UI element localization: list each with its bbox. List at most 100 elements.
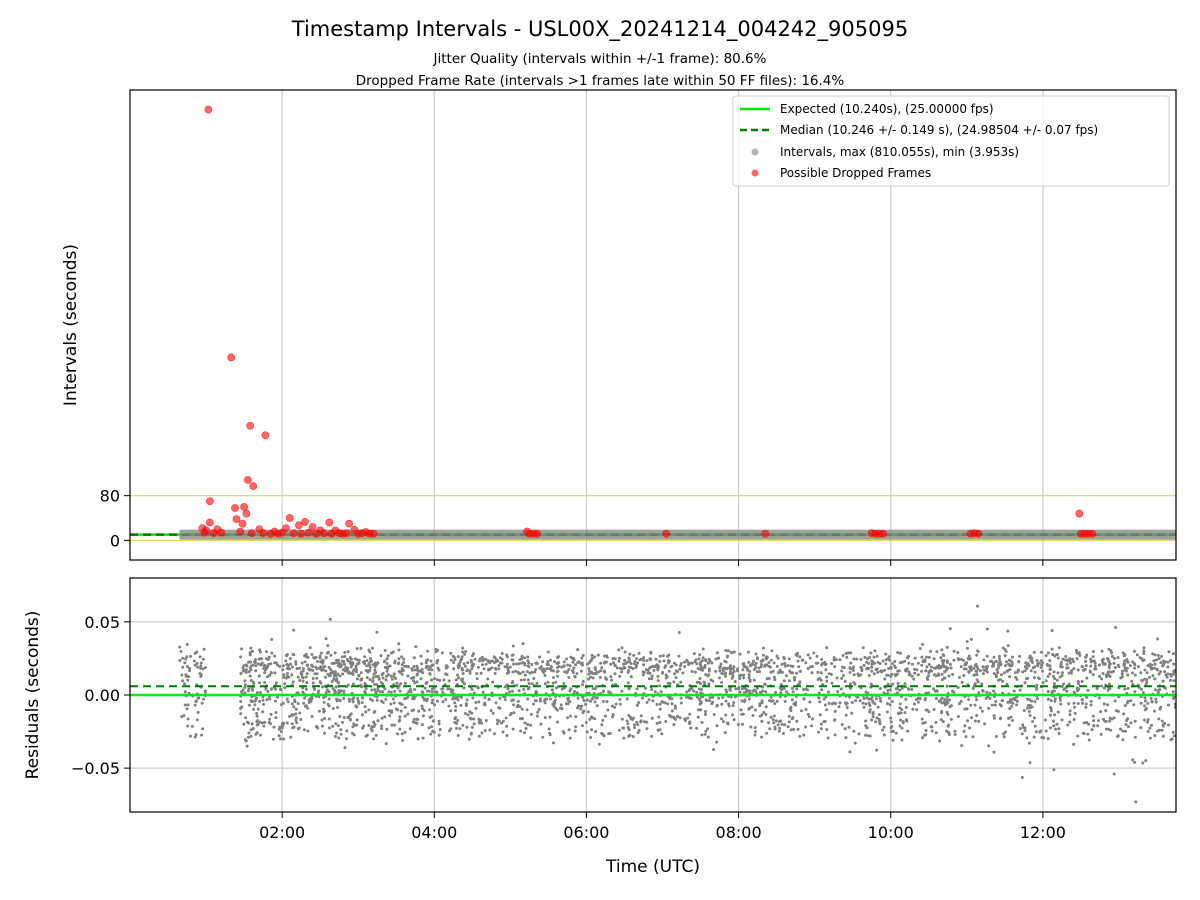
dropped-frame-point: [247, 529, 256, 538]
residual-point: [444, 697, 448, 701]
residual-point: [203, 690, 207, 694]
residual-point: [385, 669, 389, 673]
residual-point: [554, 680, 558, 684]
intervals-y-ticks: 080: [100, 487, 130, 550]
residual-point: [1123, 703, 1127, 707]
residual-point: [1048, 659, 1052, 663]
residual-point: [1169, 673, 1173, 677]
legend-median-label: Median (10.246 +/- 0.149 s), (24.98504 +…: [780, 123, 1098, 137]
residual-point: [775, 654, 779, 658]
residual-point: [601, 718, 605, 722]
residual-point: [556, 674, 560, 678]
residual-point: [623, 658, 627, 662]
residual-point: [243, 679, 247, 683]
residual-point: [976, 649, 980, 653]
residual-point: [487, 698, 491, 702]
dropped-frame-point: [294, 521, 303, 530]
residual-point: [425, 697, 429, 701]
residual-point: [765, 677, 769, 681]
residual-point: [771, 718, 775, 722]
residual-point: [536, 710, 540, 714]
residual-point: [551, 741, 555, 745]
residual-point: [335, 677, 339, 681]
residual-point: [1061, 657, 1065, 661]
residual-point: [435, 661, 439, 665]
residual-point: [1107, 666, 1111, 670]
residual-point: [1124, 669, 1128, 673]
residual-point: [470, 687, 474, 691]
residual-point: [703, 663, 707, 667]
residual-point: [898, 661, 902, 665]
residual-point: [326, 644, 330, 648]
residual-point: [699, 666, 703, 670]
residual-point: [1001, 698, 1005, 702]
residual-point: [918, 647, 922, 651]
residual-point: [477, 717, 481, 721]
residual-point: [588, 675, 592, 679]
residual-point: [573, 674, 577, 678]
residual-point: [1092, 659, 1096, 663]
residual-point: [942, 658, 946, 662]
residual-point: [1150, 700, 1154, 704]
residual-point: [511, 644, 515, 648]
residual-point: [652, 668, 656, 672]
residual-point: [1171, 652, 1175, 656]
residual-point: [710, 661, 714, 665]
residual-point: [947, 723, 951, 727]
residual-point: [505, 724, 509, 728]
residual-point: [711, 695, 715, 699]
residual-point: [769, 670, 773, 674]
residual-point: [1130, 679, 1134, 683]
residual-point: [1089, 664, 1093, 668]
residual-point: [529, 736, 533, 740]
residual-point: [992, 655, 996, 659]
residual-point: [328, 674, 332, 678]
residual-point: [430, 690, 434, 694]
residual-point: [1108, 674, 1112, 678]
residual-point: [685, 659, 689, 663]
residual-point: [867, 661, 871, 665]
residual-point: [285, 721, 289, 725]
residual-point: [1139, 726, 1143, 730]
residual-point: [857, 732, 861, 736]
residual-point: [315, 667, 319, 671]
residual-point: [521, 642, 525, 646]
residual-point: [479, 671, 483, 675]
residual-point: [203, 666, 207, 670]
residual-point: [301, 676, 305, 680]
residual-point: [731, 713, 735, 717]
residual-point: [410, 709, 414, 713]
residual-point: [1153, 653, 1157, 657]
residual-point: [629, 715, 633, 719]
residual-point: [393, 689, 397, 693]
residual-point: [820, 661, 824, 665]
residual-point: [369, 727, 373, 731]
residual-point: [725, 655, 729, 659]
residual-point: [973, 663, 977, 667]
residual-point: [1167, 703, 1171, 707]
residual-point: [1161, 679, 1165, 683]
residual-point: [1151, 652, 1155, 656]
intervals-frame: [129, 89, 1177, 561]
residual-point: [243, 691, 247, 695]
residual-point: [1161, 659, 1165, 663]
residual-point: [262, 702, 266, 706]
residual-point: [283, 682, 287, 686]
residual-point: [388, 664, 392, 668]
residual-point: [505, 665, 509, 669]
residual-point: [568, 664, 572, 668]
residual-point: [1067, 682, 1071, 686]
residual-point: [554, 686, 558, 690]
residual-point: [1035, 683, 1039, 687]
residual-point: [1006, 669, 1010, 673]
residual-point: [539, 699, 543, 703]
residual-point: [859, 657, 863, 661]
residual-point: [907, 661, 911, 665]
residual-point: [780, 662, 784, 666]
residual-point: [320, 685, 324, 689]
residual-point: [1001, 646, 1005, 650]
residual-point: [278, 687, 282, 691]
residual-point: [736, 667, 740, 671]
residual-point: [605, 700, 609, 704]
residual-point: [380, 727, 384, 731]
